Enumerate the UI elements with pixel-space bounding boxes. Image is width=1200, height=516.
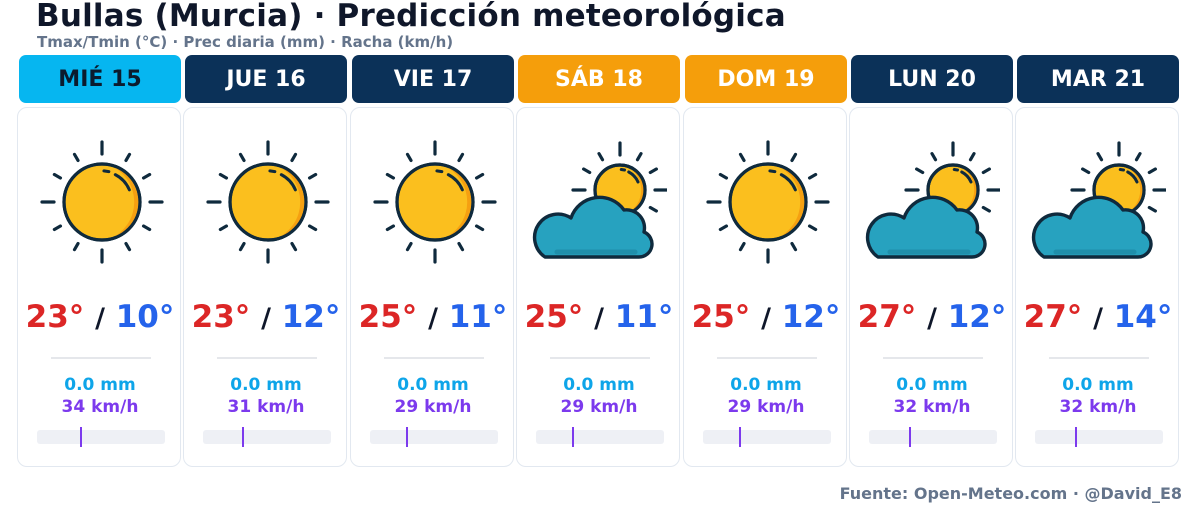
temperatures: 25° / 12° bbox=[683, 299, 849, 335]
temp-max: 25° bbox=[691, 299, 751, 335]
temperatures: 25° / 11° bbox=[350, 299, 516, 335]
temp-separator: / bbox=[261, 303, 271, 334]
temp-min: 11° bbox=[448, 299, 508, 335]
day-column: SÁB 18 25° / 11° 0.0 mm 29 km/h bbox=[516, 55, 682, 468]
temp-max: 25° bbox=[524, 299, 584, 335]
sun-icon bbox=[194, 140, 334, 270]
divider bbox=[51, 357, 151, 359]
gust-bar bbox=[203, 427, 331, 447]
day-card bbox=[516, 107, 680, 467]
wind-gust: 29 km/h bbox=[727, 397, 805, 417]
sun-icon bbox=[361, 140, 501, 270]
temp-min: 12° bbox=[781, 299, 841, 335]
gust-marker bbox=[572, 427, 575, 447]
partly-cloudy-icon bbox=[527, 140, 669, 270]
precipitation: 0.0 mm bbox=[397, 375, 469, 395]
day-card bbox=[1015, 107, 1179, 467]
precipitation: 0.0 mm bbox=[563, 375, 635, 395]
temp-separator: / bbox=[95, 303, 105, 334]
day-header: VIE 17 bbox=[352, 55, 514, 103]
temperatures: 27° / 14° bbox=[1015, 299, 1181, 335]
precipitation: 0.0 mm bbox=[1062, 375, 1134, 395]
divider bbox=[217, 357, 317, 359]
gust-bar bbox=[37, 427, 165, 447]
day-column: LUN 20 27° / 12° 0.0 mm 32 km/h bbox=[849, 55, 1015, 468]
sun-icon bbox=[694, 140, 834, 270]
forecast-days: MIÉ 15 23° / 10° 0.0 mm 34 km/h JUE 16 2… bbox=[17, 55, 1183, 468]
wind-gust: 29 km/h bbox=[560, 397, 638, 417]
sun-icon bbox=[28, 140, 168, 270]
temp-separator: / bbox=[761, 303, 771, 334]
gust-marker bbox=[241, 427, 244, 447]
temperatures: 23° / 10° bbox=[17, 299, 183, 335]
temp-separator: / bbox=[428, 303, 438, 334]
temp-max: 27° bbox=[857, 299, 917, 335]
divider bbox=[550, 357, 650, 359]
day-column: MIÉ 15 23° / 10° 0.0 mm 34 km/h bbox=[17, 55, 183, 468]
divider bbox=[1049, 357, 1149, 359]
divider bbox=[384, 357, 484, 359]
wind-gust: 31 km/h bbox=[227, 397, 305, 417]
gust-bar bbox=[536, 427, 664, 447]
day-header: LUN 20 bbox=[851, 55, 1013, 103]
partly-cloudy-icon bbox=[1026, 140, 1168, 270]
temp-max: 23° bbox=[191, 299, 251, 335]
temperatures: 25° / 11° bbox=[516, 299, 682, 335]
day-column: MAR 21 27° / 14° 0.0 mm 32 km/h bbox=[1015, 55, 1181, 468]
day-column: VIE 17 25° / 11° 0.0 mm 29 km/h bbox=[350, 55, 516, 468]
temperatures: 27° / 12° bbox=[849, 299, 1015, 335]
gust-marker bbox=[79, 427, 82, 447]
source-footer: Fuente: Open-Meteo.com · @David_E8 bbox=[839, 484, 1182, 503]
gust-marker bbox=[908, 427, 911, 447]
day-header: JUE 16 bbox=[185, 55, 347, 103]
day-card bbox=[849, 107, 1013, 467]
precipitation: 0.0 mm bbox=[230, 375, 302, 395]
wind-gust: 29 km/h bbox=[394, 397, 472, 417]
temp-min: 12° bbox=[281, 299, 341, 335]
temp-min: 12° bbox=[947, 299, 1007, 335]
wind-gust: 32 km/h bbox=[893, 397, 971, 417]
gust-marker bbox=[739, 427, 742, 447]
gust-marker bbox=[1074, 427, 1077, 447]
precipitation: 0.0 mm bbox=[730, 375, 802, 395]
precipitation: 0.0 mm bbox=[896, 375, 968, 395]
temp-max: 23° bbox=[25, 299, 85, 335]
temp-separator: / bbox=[927, 303, 937, 334]
temperatures: 23° / 12° bbox=[183, 299, 349, 335]
gust-bar bbox=[1035, 427, 1163, 447]
day-header: SÁB 18 bbox=[518, 55, 680, 103]
temp-max: 27° bbox=[1023, 299, 1083, 335]
day-column: DOM 19 25° / 12° 0.0 mm 29 km/h bbox=[683, 55, 849, 468]
day-header: MIÉ 15 bbox=[19, 55, 181, 103]
divider bbox=[717, 357, 817, 359]
page-title: Bullas (Murcia) · Predicción meteorológi… bbox=[36, 0, 786, 34]
day-header: DOM 19 bbox=[685, 55, 847, 103]
divider bbox=[883, 357, 983, 359]
temp-max: 25° bbox=[358, 299, 418, 335]
temp-min: 10° bbox=[115, 299, 175, 335]
gust-bar bbox=[703, 427, 831, 447]
temp-separator: / bbox=[1093, 303, 1103, 334]
page-subtitle: Tmax/Tmin (°C) · Prec diaria (mm) · Rach… bbox=[37, 33, 454, 51]
partly-cloudy-icon bbox=[860, 140, 1002, 270]
day-header: MAR 21 bbox=[1017, 55, 1179, 103]
wind-gust: 34 km/h bbox=[61, 397, 139, 417]
temp-min: 11° bbox=[614, 299, 674, 335]
gust-marker bbox=[406, 427, 409, 447]
gust-bar bbox=[869, 427, 997, 447]
day-column: JUE 16 23° / 12° 0.0 mm 31 km/h bbox=[183, 55, 349, 468]
wind-gust: 32 km/h bbox=[1059, 397, 1137, 417]
temp-separator: / bbox=[594, 303, 604, 334]
gust-bar bbox=[370, 427, 498, 447]
temp-min: 14° bbox=[1113, 299, 1173, 335]
precipitation: 0.0 mm bbox=[64, 375, 136, 395]
